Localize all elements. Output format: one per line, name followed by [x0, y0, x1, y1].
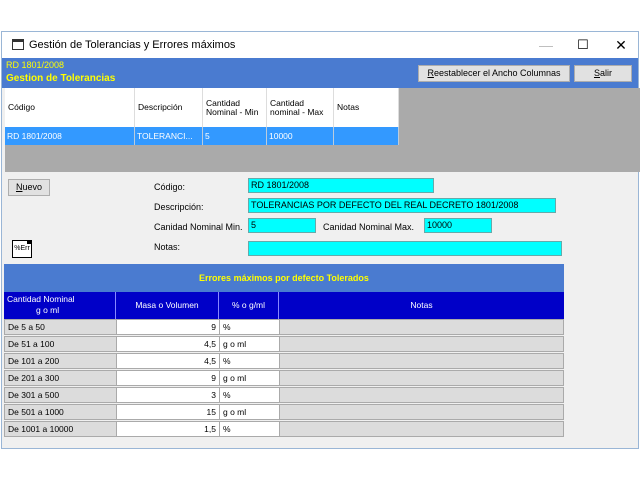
maximize-button[interactable]: ☐: [577, 37, 589, 52]
cell-max[interactable]: 10000: [267, 127, 334, 145]
header-code: RD 1801/2008: [6, 60, 65, 70]
cell-notas[interactable]: [334, 127, 399, 145]
col-header-descripcion[interactable]: Descripción: [135, 88, 203, 127]
cell-range[interactable]: De 201 a 300: [4, 370, 117, 386]
cell-value[interactable]: 3: [116, 387, 220, 403]
cell-range[interactable]: De 5 a 50: [4, 319, 117, 335]
min-field[interactable]: 5: [248, 218, 316, 233]
cell-unit[interactable]: g o ml: [219, 370, 280, 386]
table-row[interactable]: De 1001 a 10000 1,5%: [4, 421, 564, 438]
cell-notes[interactable]: [279, 404, 564, 420]
cell-value[interactable]: 9: [116, 370, 220, 386]
cell-descripcion[interactable]: TOLERANCI...: [135, 127, 203, 145]
notas-field[interactable]: [248, 241, 562, 256]
cell-unit[interactable]: %: [219, 421, 280, 437]
header-title: Gestion de Tolerancias: [6, 73, 116, 84]
new-label: Nuevo: [15, 182, 43, 192]
cell-range[interactable]: De 301 a 500: [4, 387, 117, 403]
cell-value[interactable]: 1,5: [116, 421, 220, 437]
exit-label: Salir: [593, 68, 613, 78]
max-field[interactable]: 10000: [424, 218, 492, 233]
cell-unit[interactable]: %: [219, 319, 280, 335]
table-row[interactable]: RD 1801/2008 TOLERANCI... 5 10000: [5, 127, 399, 145]
cell-notes[interactable]: [279, 336, 564, 352]
reset-columns-label: Reestablecer el Ancho Columnas: [427, 68, 561, 78]
cell-value[interactable]: 4,5: [116, 353, 220, 369]
errors-table-title: Errores máximos por defecto Tolerados: [4, 264, 564, 292]
table-row[interactable]: De 5 a 50 9%: [4, 319, 564, 336]
table-row[interactable]: De 501 a 1000 15 g o ml: [4, 404, 564, 421]
col-header-nominal-line2: g o ml: [36, 305, 60, 315]
max-label: Canidad Nominal Max.: [323, 222, 415, 232]
col-header-unit[interactable]: % o g/ml: [219, 292, 279, 319]
cell-value[interactable]: 9: [116, 319, 220, 335]
col-header-max[interactable]: Cantidad nominal - Max: [267, 88, 334, 127]
notas-label: Notas:: [154, 242, 181, 252]
percent-error-icon[interactable]: %Err: [12, 240, 32, 258]
col-header-nominal[interactable]: Cantidad Nominal g o ml: [4, 292, 116, 319]
cell-unit[interactable]: %: [219, 353, 280, 369]
descripcion-field[interactable]: TOLERANCIAS POR DEFECTO DEL REAL DECRETO…: [248, 198, 556, 213]
cell-notes[interactable]: [279, 353, 564, 369]
table-row[interactable]: De 101 a 200 4,5%: [4, 353, 564, 370]
cell-range[interactable]: De 101 a 200: [4, 353, 117, 369]
col-header-codigo[interactable]: Código: [5, 88, 135, 127]
cell-value[interactable]: 15: [116, 404, 220, 420]
header-banner: RD 1801/2008 Gestion de Tolerancias Rees…: [2, 58, 638, 88]
cell-range[interactable]: De 501 a 1000: [4, 404, 117, 420]
cell-range[interactable]: De 51 a 100: [4, 336, 117, 352]
col-header-notas[interactable]: Notas: [334, 88, 399, 127]
tolerances-grid[interactable]: Código Descripción Cantidad Nominal - Mi…: [5, 88, 640, 172]
main-window: Gestión de Tolerancias y Errores máximos…: [1, 31, 640, 449]
reset-columns-button[interactable]: Reestablecer el Ancho Columnas: [418, 65, 570, 82]
cell-notes[interactable]: [279, 387, 564, 403]
cell-unit[interactable]: %: [219, 387, 280, 403]
table-row[interactable]: De 201 a 300 9 g o ml: [4, 370, 564, 387]
minimize-button[interactable]: —: [539, 37, 553, 53]
cell-unit[interactable]: g o ml: [219, 404, 280, 420]
window-title: Gestión de Tolerancias y Errores máximos: [29, 39, 236, 51]
cell-value[interactable]: 4,5: [116, 336, 220, 352]
cell-notes[interactable]: [279, 370, 564, 386]
col-header-nominal-line1: Cantidad Nominal: [7, 294, 75, 304]
table-row[interactable]: De 301 a 500 3%: [4, 387, 564, 404]
cell-unit[interactable]: g o ml: [219, 336, 280, 352]
min-label: Canidad Nominal Min.: [154, 222, 243, 232]
new-button[interactable]: Nuevo: [8, 179, 50, 196]
cell-range[interactable]: De 1001 a 10000: [4, 421, 117, 437]
codigo-label: Código:: [154, 182, 186, 192]
cell-codigo[interactable]: RD 1801/2008: [5, 127, 135, 145]
descripcion-label: Descripción:: [154, 202, 204, 212]
col-header-min[interactable]: Cantidad Nominal - Min: [203, 88, 267, 127]
exit-button[interactable]: Salir: [574, 65, 632, 82]
close-button[interactable]: ✕: [615, 37, 627, 53]
codigo-field[interactable]: RD 1801/2008: [248, 178, 434, 193]
title-bar[interactable]: Gestión de Tolerancias y Errores máximos…: [2, 32, 638, 58]
cell-notes[interactable]: [279, 421, 564, 437]
cell-notes[interactable]: [279, 319, 564, 335]
cell-min[interactable]: 5: [203, 127, 267, 145]
col-header-masa[interactable]: Masa o Volumen: [116, 292, 219, 319]
col-header-notas2[interactable]: Notas: [410, 300, 433, 310]
grid-header: Código Descripción Cantidad Nominal - Mi…: [5, 88, 399, 127]
app-icon: [12, 39, 24, 50]
table-row[interactable]: De 51 a 100 4,5 g o ml: [4, 336, 564, 353]
errors-table-header: Cantidad Nominal g o ml Masa o Volumen %…: [4, 292, 564, 319]
